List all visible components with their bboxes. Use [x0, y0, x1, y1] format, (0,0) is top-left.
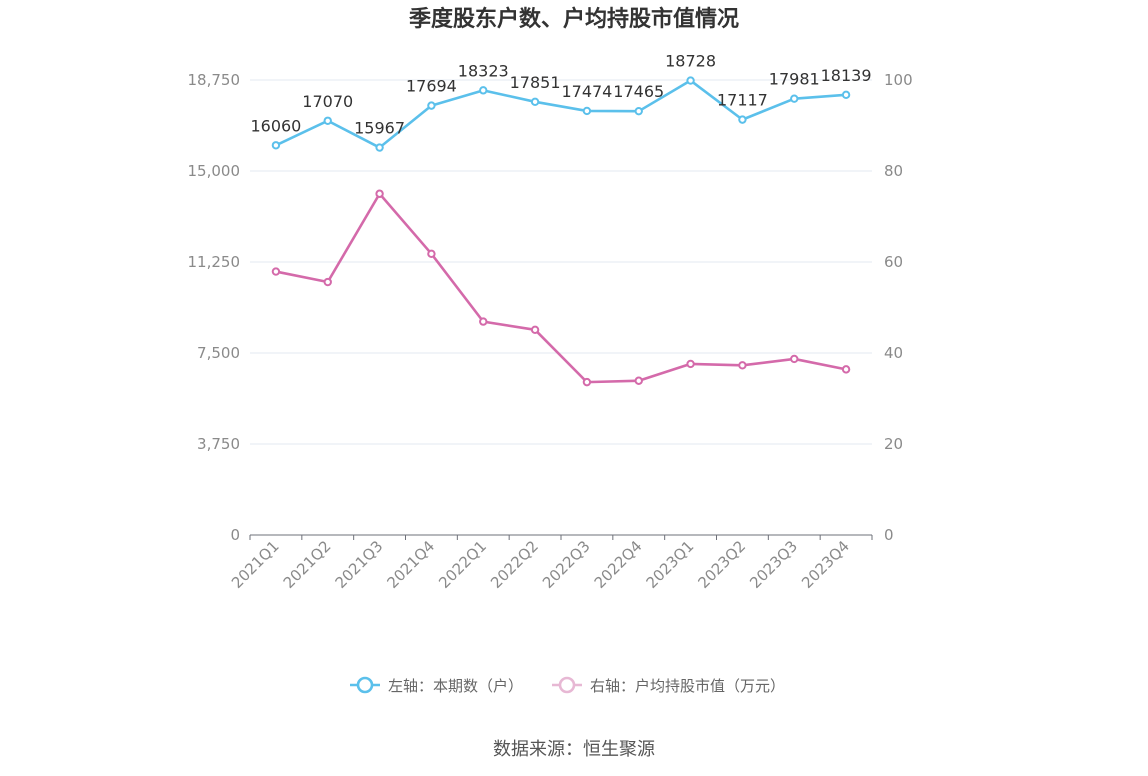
data-point[interactable] — [530, 325, 540, 334]
x-tick-label: 2022Q3 — [539, 537, 594, 592]
data-label: 17981 — [769, 70, 820, 89]
legend-swatch-marker[interactable] — [558, 676, 576, 694]
data-label: 17070 — [302, 92, 353, 111]
data-point[interactable] — [841, 90, 851, 100]
x-tick-label: 2021Q2 — [280, 537, 335, 592]
data-label: 18728 — [665, 52, 716, 71]
data-point[interactable] — [738, 361, 747, 370]
x-tick-label: 2022Q1 — [435, 537, 490, 592]
x-tick-label: 2022Q2 — [487, 537, 542, 592]
data-point[interactable] — [582, 377, 592, 387]
right-tick-label: 100 — [884, 71, 913, 89]
data-point[interactable] — [686, 359, 695, 369]
data-point[interactable] — [479, 317, 488, 326]
x-tick-label: 2023Q3 — [746, 537, 801, 592]
legend-label[interactable]: 左轴：本期数（户） — [388, 677, 523, 695]
series-line — [275, 79, 847, 149]
series-line — [275, 192, 847, 384]
data-label: 18323 — [458, 61, 509, 80]
data-point[interactable] — [323, 277, 332, 287]
left-tick-label: 7,500 — [197, 344, 240, 362]
right-tick-label: 40 — [884, 344, 903, 362]
x-tick-label: 2021Q3 — [332, 537, 387, 592]
data-point[interactable] — [323, 116, 332, 125]
left-tick-label: 3,750 — [197, 435, 240, 453]
data-point[interactable] — [427, 249, 436, 259]
left-tick-label: 15,000 — [188, 162, 241, 180]
legend-swatch-marker[interactable] — [356, 676, 374, 694]
data-point[interactable] — [686, 76, 695, 85]
data-point[interactable] — [790, 354, 799, 364]
data-point[interactable] — [738, 115, 747, 124]
data-point[interactable] — [375, 143, 384, 152]
legend[interactable]: 左轴：本期数（户） 右轴：户均持股市值（万元） — [350, 676, 785, 695]
legend-label[interactable]: 右轴：户均持股市值（万元） — [590, 677, 785, 695]
grid-lines — [250, 79, 872, 445]
x-axis: 2021Q12021Q22021Q32021Q42022Q12022Q22022… — [228, 534, 873, 592]
data-point[interactable] — [841, 365, 851, 374]
x-tick-label: 2023Q1 — [643, 537, 698, 592]
data-label: 17694 — [406, 77, 457, 96]
data-label: 17851 — [510, 73, 561, 92]
data-label: 15967 — [354, 119, 405, 138]
data-point[interactable] — [427, 101, 436, 110]
data-point[interactable] — [790, 94, 799, 103]
data-label: 17465 — [613, 82, 664, 101]
data-point[interactable] — [582, 106, 592, 116]
data-label: 18139 — [821, 66, 872, 85]
x-tick-label: 2023Q2 — [694, 537, 749, 592]
data-point[interactable] — [375, 189, 384, 198]
data-point[interactable] — [634, 376, 643, 385]
right-tick-label: 0 — [884, 526, 894, 544]
left-tick-label: 0 — [230, 526, 240, 544]
data-point[interactable] — [271, 141, 281, 150]
x-tick-label: 2022Q4 — [591, 537, 646, 592]
data-point[interactable] — [634, 106, 643, 116]
right-axis: 0 20 40 60 80 100 — [884, 71, 913, 544]
chart-title: 季度股东户数、户均持股市值情况 — [409, 6, 739, 32]
source-note: 数据来源：恒生聚源 — [493, 739, 655, 760]
left-tick-label: 11,250 — [188, 253, 241, 271]
data-point[interactable] — [479, 86, 488, 95]
data-point[interactable] — [530, 97, 540, 107]
x-tick-label: 2023Q4 — [798, 537, 853, 592]
right-tick-label: 20 — [884, 435, 903, 453]
data-point[interactable] — [271, 267, 281, 276]
data-label: 17117 — [717, 91, 768, 110]
x-tick-label: 2021Q1 — [228, 537, 283, 592]
right-tick-label: 60 — [884, 253, 903, 271]
data-label: 16060 — [250, 116, 301, 135]
right-tick-label: 80 — [884, 162, 903, 180]
x-tick-label: 2021Q4 — [383, 537, 438, 592]
left-tick-label: 18,750 — [188, 71, 241, 89]
data-label: 17474 — [561, 82, 612, 101]
left-axis: 0 3,750 7,500 11,250 15,000 18,750 — [188, 71, 241, 544]
